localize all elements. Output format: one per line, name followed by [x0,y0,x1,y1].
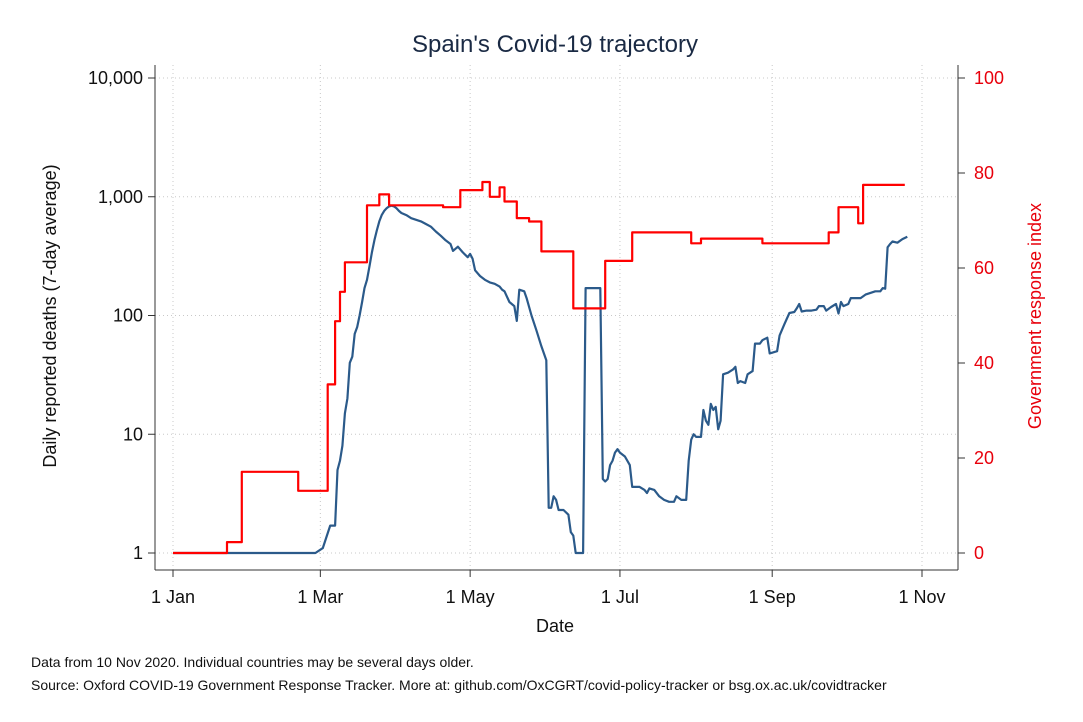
axes [148,65,965,577]
x-tick-label: 1 Sep [749,587,796,607]
tick-labels: 1 Jan 1 Mar 1 May 1 Jul 1 Sep 1 Nov 1 10 100 1,00… [88,68,1004,607]
x-axis-title: Date [536,616,574,636]
y-right-tick-label: 20 [974,448,994,468]
chart-title: Spain's Covid-19 trajectory [412,31,698,58]
y-left-tick-label: 10,000 [88,68,143,88]
response-index-line [173,180,905,555]
x-tick-label: 1 Jul [601,587,639,607]
x-tick-label: 1 Jan [151,587,195,607]
x-tick-label: 1 May [446,587,495,607]
x-tick-label: 1 Mar [297,587,343,607]
y-right-tick-label: 80 [974,163,994,183]
series-lines [173,180,908,555]
footnote-data-date: Data from 10 Nov 2020. Individual countr… [31,654,474,670]
grid [155,65,958,570]
footnote-source: Source: Oxford COVID-19 Government Respo… [31,677,887,693]
y-left-tick-label: 1,000 [98,187,143,207]
y-right-tick-label: 0 [974,543,984,563]
deaths-line [173,204,908,555]
y-axis-right-title: Government response index [1025,203,1045,429]
x-tick-label: 1 Nov [898,587,945,607]
y-left-tick-label: 10 [123,424,143,444]
y-axis-left-title: Daily reported deaths (7-day average) [40,164,60,467]
y-right-tick-label: 40 [974,353,994,373]
y-right-tick-label: 100 [974,68,1004,88]
y-left-tick-label: 1 [133,543,143,563]
y-right-tick-label: 60 [974,258,994,278]
y-left-tick-label: 100 [113,306,143,326]
